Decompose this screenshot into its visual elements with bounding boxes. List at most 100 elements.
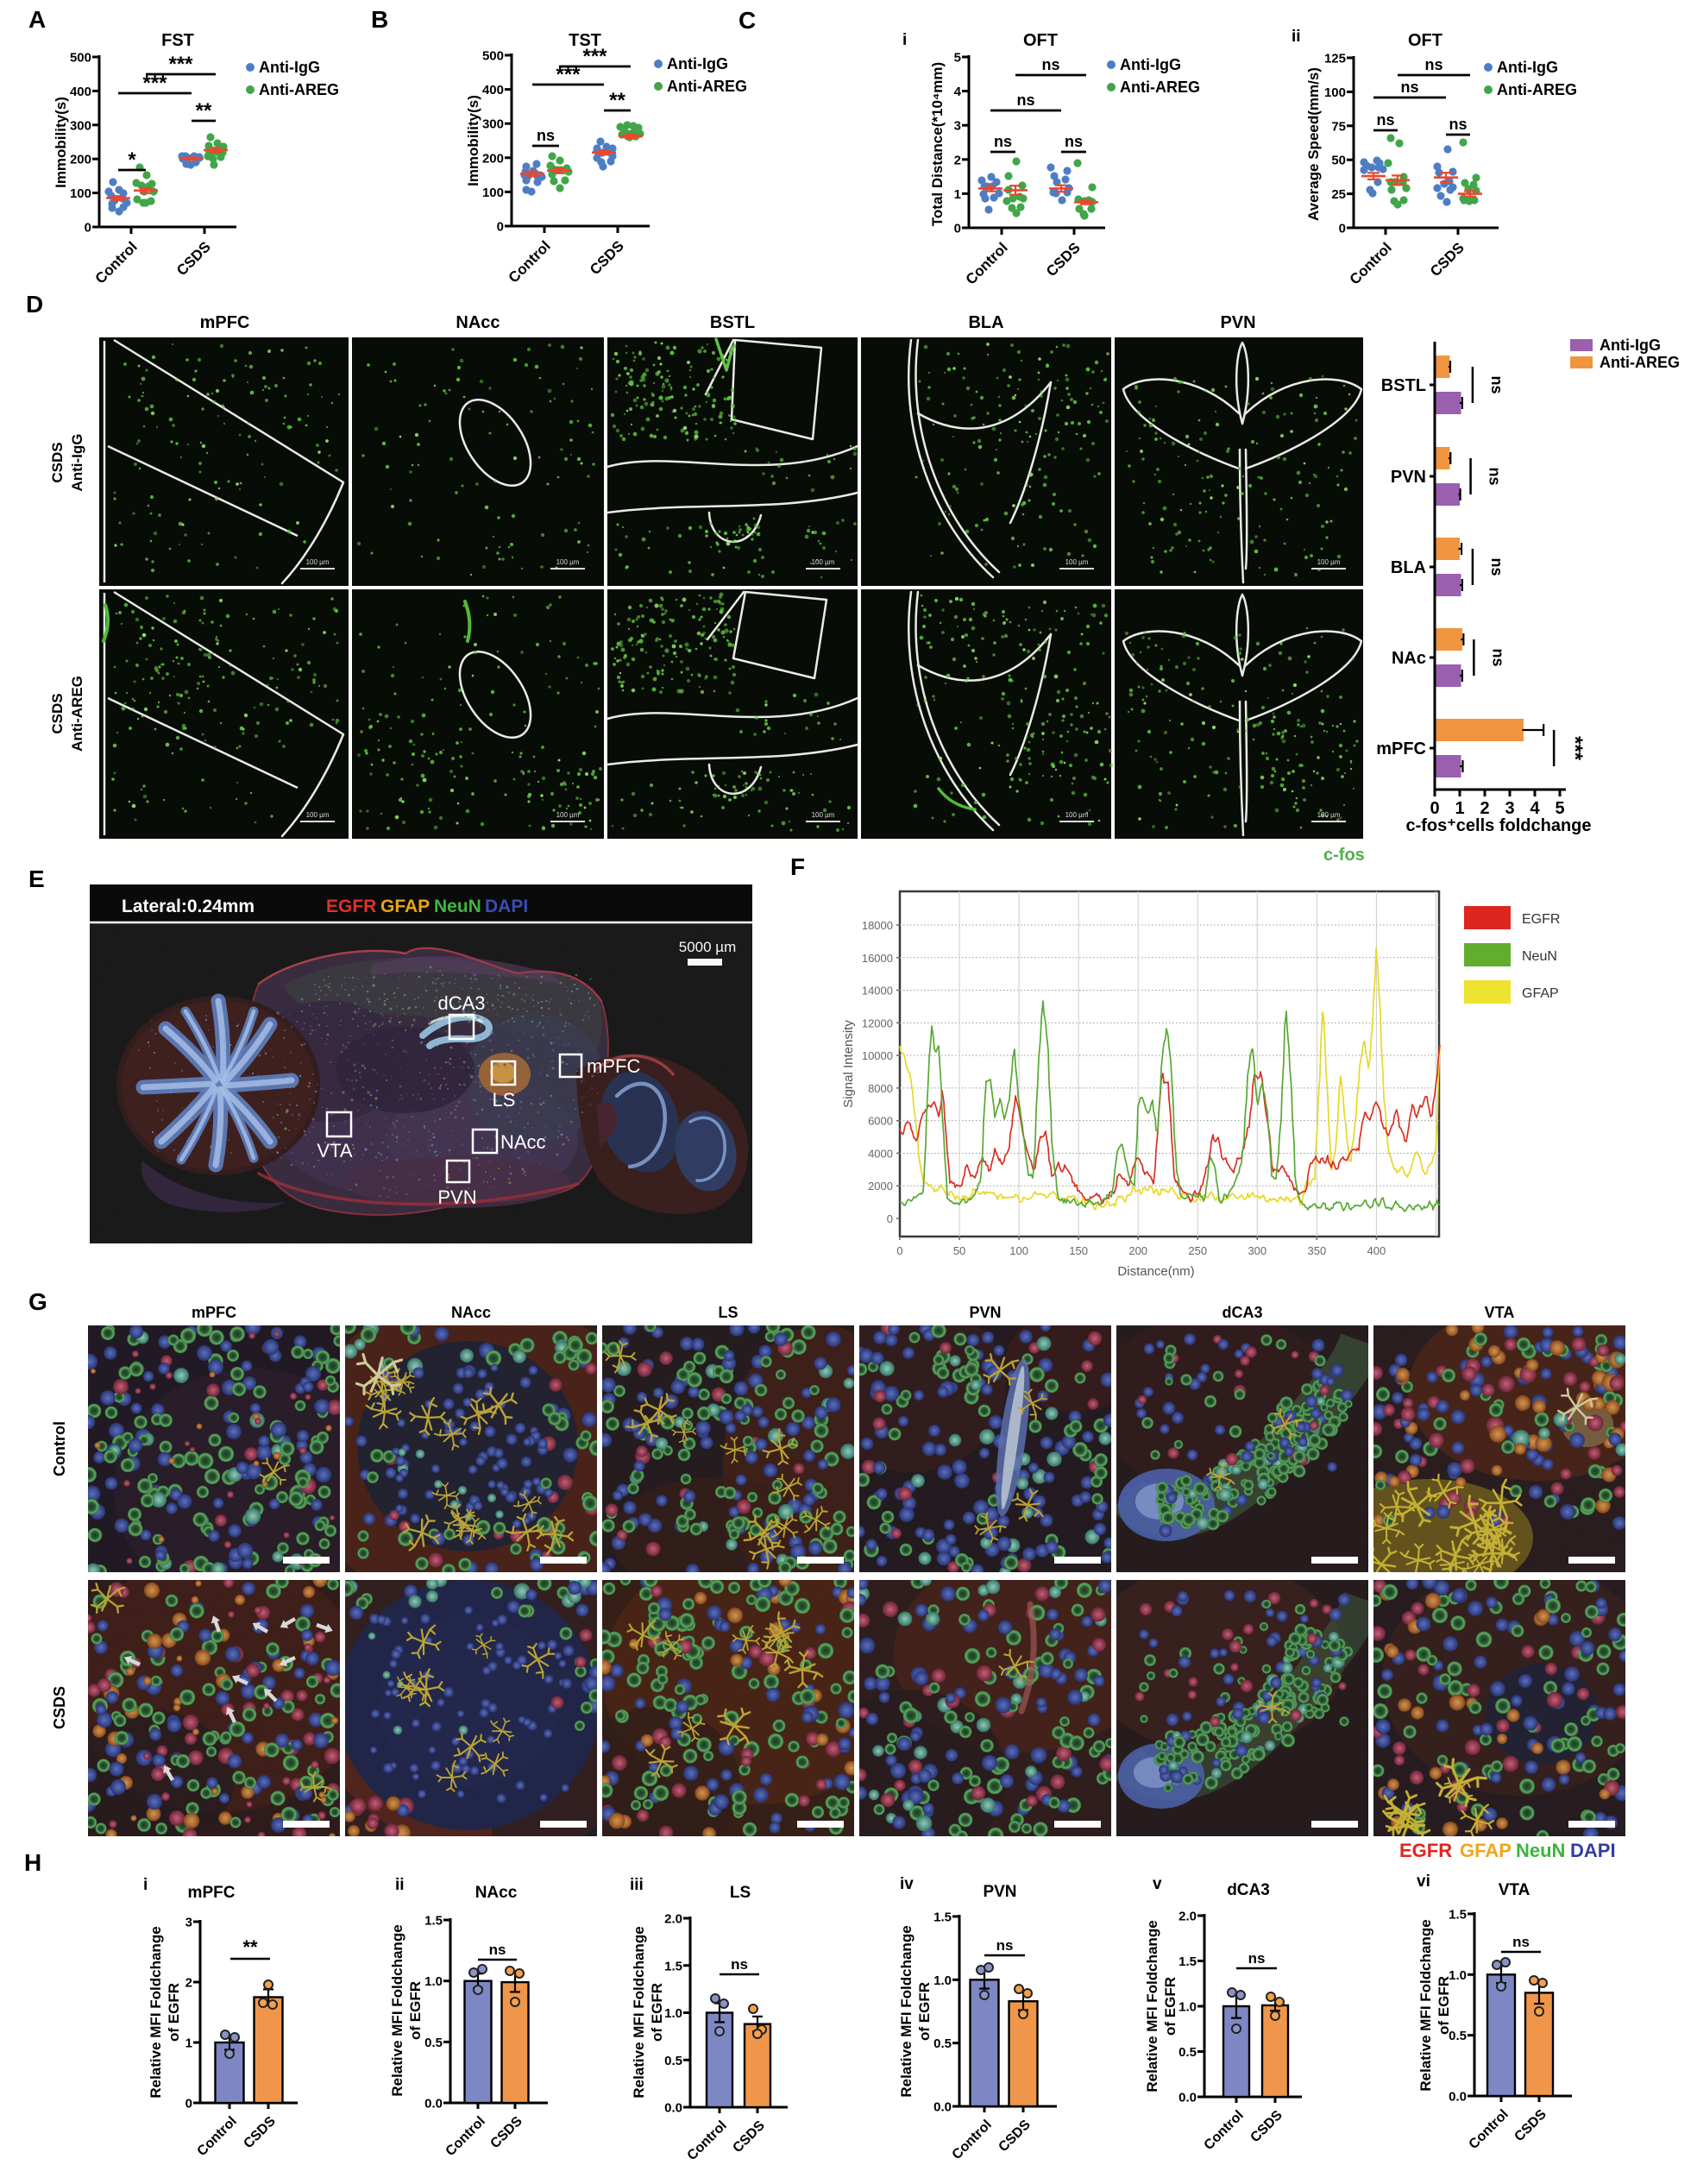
svg-text:Control: Control bbox=[51, 1421, 68, 1476]
svg-text:GFAP: GFAP bbox=[1460, 1840, 1512, 1861]
svg-text:BSTL: BSTL bbox=[710, 313, 755, 332]
svg-text:CSDS: CSDS bbox=[49, 442, 66, 482]
svg-text:Anti-AREG: Anti-AREG bbox=[1120, 79, 1200, 96]
svg-text:400: 400 bbox=[482, 83, 504, 98]
svg-text:75: 75 bbox=[1331, 119, 1346, 134]
svg-text:500: 500 bbox=[482, 49, 504, 64]
svg-text:BLA: BLA bbox=[968, 313, 1003, 332]
svg-text:ns: ns bbox=[994, 133, 1012, 150]
svg-text:BSTL: BSTL bbox=[1381, 376, 1426, 395]
svg-text:250: 250 bbox=[1188, 1244, 1207, 1257]
svg-text:CSDS: CSDS bbox=[51, 1686, 68, 1729]
svg-text:NAcc: NAcc bbox=[500, 1131, 546, 1153]
svg-text:i: i bbox=[902, 31, 907, 49]
svg-text:100: 100 bbox=[70, 186, 91, 201]
svg-text:Immobility(s): Immobility(s) bbox=[53, 97, 69, 188]
svg-text:OFT: OFT bbox=[1408, 31, 1442, 50]
svg-text:GFAP: GFAP bbox=[1522, 986, 1559, 1001]
svg-text:F: F bbox=[790, 853, 805, 880]
svg-text:16000: 16000 bbox=[862, 952, 893, 965]
svg-text:Anti-IgG: Anti-IgG bbox=[69, 433, 85, 491]
svg-text:Anti-AREG: Anti-AREG bbox=[259, 81, 339, 98]
svg-text:12000: 12000 bbox=[862, 1016, 893, 1029]
svg-text:ns: ns bbox=[1400, 79, 1418, 96]
svg-text:ns: ns bbox=[1488, 375, 1505, 393]
svg-text:*: * bbox=[128, 148, 136, 172]
svg-text:4000: 4000 bbox=[868, 1147, 893, 1160]
svg-text:100 µm: 100 µm bbox=[306, 558, 330, 566]
svg-text:LS: LS bbox=[493, 1089, 516, 1111]
svg-text:Anti-IgG: Anti-IgG bbox=[1120, 56, 1181, 73]
svg-text:Anti-AREG: Anti-AREG bbox=[667, 78, 747, 95]
svg-text:C: C bbox=[739, 7, 756, 34]
svg-text:5: 5 bbox=[1555, 799, 1564, 818]
svg-text:350: 350 bbox=[1307, 1244, 1326, 1257]
svg-text:G: G bbox=[28, 1288, 47, 1315]
svg-text:0: 0 bbox=[1430, 799, 1439, 818]
svg-text:100 µm: 100 µm bbox=[306, 811, 330, 819]
svg-text:Anti-IgG: Anti-IgG bbox=[1497, 59, 1558, 76]
svg-text:c-fos: c-fos bbox=[1323, 846, 1365, 865]
svg-text:200: 200 bbox=[482, 151, 504, 166]
svg-text:ns: ns bbox=[1424, 56, 1442, 73]
svg-text:100 µm: 100 µm bbox=[556, 558, 580, 566]
svg-text:Average Speed(mm/s): Average Speed(mm/s) bbox=[1305, 67, 1322, 221]
svg-text:TST: TST bbox=[569, 31, 601, 50]
svg-text:Anti-IgG: Anti-IgG bbox=[259, 59, 320, 76]
svg-text:***: *** bbox=[168, 53, 193, 76]
svg-text:300: 300 bbox=[70, 118, 91, 133]
svg-text:Immobility(s): Immobility(s) bbox=[465, 95, 481, 186]
svg-text:mPFC: mPFC bbox=[192, 1304, 236, 1321]
svg-text:mPFC: mPFC bbox=[200, 313, 250, 332]
svg-text:NAcc: NAcc bbox=[451, 1304, 491, 1321]
svg-text:B: B bbox=[371, 6, 388, 33]
svg-text:0: 0 bbox=[1339, 222, 1346, 236]
svg-text:VTA: VTA bbox=[317, 1140, 352, 1161]
svg-text:NAcc: NAcc bbox=[456, 313, 500, 332]
svg-text:6000: 6000 bbox=[868, 1115, 893, 1128]
svg-text:100: 100 bbox=[1009, 1244, 1028, 1257]
svg-text:1: 1 bbox=[1455, 799, 1464, 818]
svg-text:E: E bbox=[28, 865, 45, 892]
svg-text:200: 200 bbox=[70, 153, 91, 167]
svg-text:DAPI: DAPI bbox=[1570, 1840, 1616, 1861]
svg-text:c-fos⁺cells foldchange: c-fos⁺cells foldchange bbox=[1405, 816, 1591, 835]
svg-text:PVN: PVN bbox=[1220, 313, 1255, 332]
svg-text:2: 2 bbox=[1480, 799, 1489, 818]
svg-text:VTA: VTA bbox=[1485, 1304, 1515, 1321]
svg-text:100 µm: 100 µm bbox=[556, 811, 580, 819]
svg-text:ns: ns bbox=[1016, 91, 1034, 109]
svg-text:CSDS: CSDS bbox=[49, 693, 66, 733]
svg-text:100 µm: 100 µm bbox=[812, 811, 835, 819]
svg-text:***: *** bbox=[142, 72, 167, 95]
svg-text:14000: 14000 bbox=[862, 985, 893, 998]
svg-text:Lateral:0.24mm: Lateral:0.24mm bbox=[122, 897, 255, 916]
svg-text:200: 200 bbox=[1128, 1244, 1147, 1257]
svg-text:10000: 10000 bbox=[862, 1049, 893, 1062]
svg-text:GFAP: GFAP bbox=[380, 897, 430, 916]
svg-text:***: *** bbox=[582, 45, 607, 68]
svg-text:100 µm: 100 µm bbox=[1317, 811, 1341, 819]
svg-text:LS: LS bbox=[718, 1304, 738, 1321]
svg-text:Distance(nm): Distance(nm) bbox=[1117, 1264, 1194, 1279]
svg-text:0: 0 bbox=[497, 220, 504, 235]
svg-text:ns: ns bbox=[1065, 133, 1083, 150]
svg-text:Total Distance(*10⁴mm): Total Distance(*10⁴mm) bbox=[929, 62, 946, 226]
svg-text:FST: FST bbox=[161, 31, 194, 50]
svg-text:Anti-AREG: Anti-AREG bbox=[1600, 354, 1680, 371]
svg-text:4: 4 bbox=[1530, 799, 1540, 818]
svg-text:100: 100 bbox=[1324, 85, 1346, 100]
svg-text:4: 4 bbox=[954, 85, 962, 99]
svg-text:8000: 8000 bbox=[868, 1082, 893, 1095]
svg-text:2: 2 bbox=[954, 153, 961, 167]
svg-text:mPFC: mPFC bbox=[587, 1055, 640, 1077]
svg-text:Anti-AREG: Anti-AREG bbox=[69, 676, 85, 752]
svg-text:100 µm: 100 µm bbox=[1065, 811, 1089, 819]
svg-text:NeuN: NeuN bbox=[434, 897, 481, 916]
svg-text:BLA: BLA bbox=[1391, 558, 1426, 577]
svg-text:25: 25 bbox=[1331, 187, 1346, 202]
svg-text:125: 125 bbox=[1324, 52, 1346, 66]
svg-text:ns: ns bbox=[1376, 111, 1394, 129]
svg-text:Signal Intensity: Signal Intensity bbox=[841, 1020, 856, 1108]
svg-text:Anti-IgG: Anti-IgG bbox=[1600, 337, 1661, 354]
